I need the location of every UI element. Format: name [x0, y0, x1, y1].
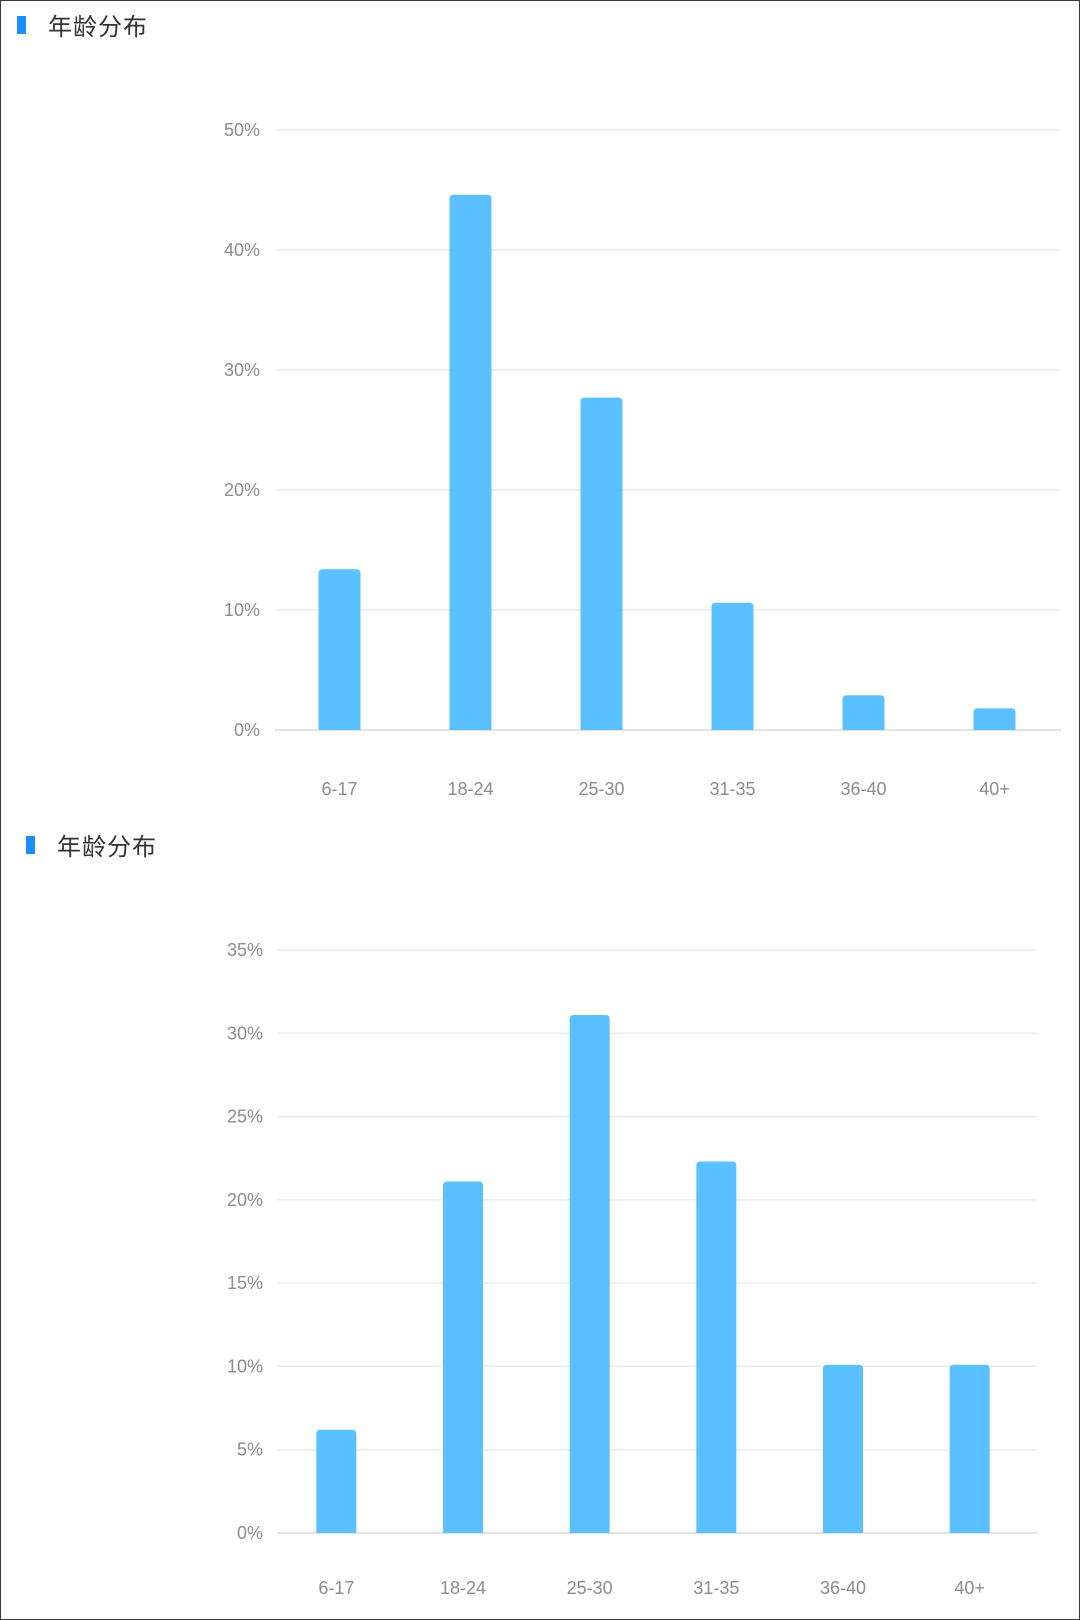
- bar-36-40: [823, 1364, 863, 1533]
- age-distribution-bar-chart-1: 0% 10% 20% 30% 40% 50% 6-17 18-24 25-30 31-35 36-4…: [224, 120, 1061, 799]
- bar-36-40: [842, 695, 885, 730]
- y-tick-label: 30%: [227, 1023, 263, 1043]
- x-tick-label: 31-35: [709, 779, 755, 799]
- x-tick-label: 18-24: [440, 1578, 486, 1598]
- y-tick-label: 0%: [237, 1523, 263, 1543]
- section-header: 年龄分布: [26, 827, 157, 862]
- y-tick-label: 20%: [224, 480, 260, 500]
- y-tick-label: 25%: [227, 1107, 263, 1127]
- y-tick-label: 0%: [234, 720, 260, 740]
- age-distribution-panel-1: 年龄分布 0% 10% 20% 30% 40% 50% 6-17 18-24 25-30 31-3…: [1, 1, 1079, 821]
- bar-31-35: [696, 1161, 737, 1533]
- x-tick-label: 25-30: [578, 779, 624, 799]
- x-tick-label: 40+: [979, 779, 1010, 799]
- x-tick-label: 36-40: [840, 779, 886, 799]
- x-tick-label: 25-30: [567, 1578, 613, 1598]
- section-accent-bar: [26, 835, 35, 854]
- bar-40+: [973, 708, 1016, 730]
- section-title: 年龄分布: [48, 14, 148, 41]
- y-tick-label: 10%: [227, 1356, 263, 1376]
- bar-25-30: [569, 1014, 610, 1533]
- bar-18-24: [443, 1181, 483, 1533]
- x-tick-label: 6-17: [321, 779, 357, 799]
- bar-18-24: [449, 194, 492, 731]
- section-header: 年龄分布: [17, 7, 148, 42]
- y-tick-label: 35%: [227, 940, 263, 960]
- age-distribution-panel-2: 年龄分布 0% 5% 10% 15% 20% 25% 30% 35% 6-17 18-24 25-3…: [1, 823, 1079, 1619]
- bar-6-17: [316, 1429, 357, 1533]
- x-tick-label: 6-17: [318, 1578, 354, 1598]
- bar-6-17: [318, 569, 361, 730]
- section-accent-bar: [17, 15, 26, 34]
- bar-40+: [949, 1364, 990, 1533]
- y-tick-label: 50%: [224, 120, 260, 140]
- bar-25-30: [580, 397, 623, 730]
- y-tick-label: 5%: [237, 1440, 263, 1460]
- y-tick-label: 10%: [224, 600, 260, 620]
- y-tick-label: 15%: [227, 1273, 263, 1293]
- x-tick-label: 36-40: [820, 1578, 866, 1598]
- age-distribution-bar-chart-2: 0% 5% 10% 15% 20% 25% 30% 35% 6-17 18-24 25-30 31-3…: [227, 940, 1037, 1598]
- bar-31-35: [711, 602, 754, 730]
- x-tick-label: 31-35: [693, 1578, 739, 1598]
- y-tick-label: 40%: [224, 240, 260, 260]
- y-tick-label: 30%: [224, 360, 260, 380]
- section-title: 年龄分布: [57, 834, 157, 861]
- x-tick-label: 18-24: [447, 779, 493, 799]
- y-tick-label: 20%: [227, 1190, 263, 1210]
- x-tick-label: 40+: [954, 1578, 985, 1598]
